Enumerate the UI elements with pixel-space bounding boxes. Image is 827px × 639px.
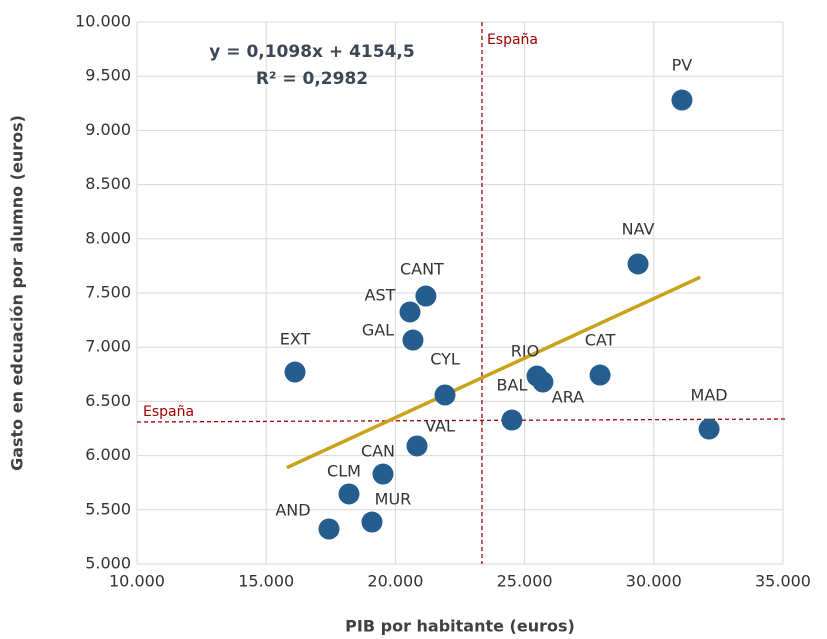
point: [284, 361, 306, 383]
y-tick-label: 10.000: [75, 12, 131, 31]
y-tick-label: 9.500: [85, 66, 131, 85]
point-label: GAL: [362, 321, 394, 340]
point: [415, 285, 437, 307]
point: [361, 511, 383, 533]
point-label: NAV: [622, 219, 655, 238]
point: [372, 463, 394, 485]
x-tick-label: 10.000: [109, 572, 165, 591]
y-tick-label: 8.500: [85, 174, 131, 193]
point-label: RIO: [511, 342, 539, 361]
point-label: VAL: [425, 416, 455, 435]
trendline: [286, 275, 702, 470]
point: [406, 435, 428, 457]
point-label: CLM: [327, 461, 361, 480]
point-label: ARA: [552, 387, 584, 406]
y-tick-label: 9.000: [85, 120, 131, 139]
trend-equation: y = 0,1098x + 4154,5: [209, 42, 414, 62]
point: [399, 301, 421, 323]
y-tick-label: 7.500: [85, 283, 131, 302]
reference-label: España: [487, 32, 538, 48]
point: [627, 253, 649, 275]
point: [501, 409, 523, 431]
point-label: MAD: [691, 386, 728, 405]
x-tick-label: 30.000: [626, 572, 682, 591]
y-tick-label: 6.500: [85, 391, 131, 410]
point-label: CAN: [361, 442, 395, 461]
reference-line: [136, 418, 789, 423]
x-tick-label: 25.000: [497, 572, 553, 591]
point-label: AST: [365, 285, 396, 304]
y-tick-label: 7.000: [85, 337, 131, 356]
x-tick-label: 35.000: [755, 572, 811, 591]
x-tick-label: 20.000: [367, 572, 423, 591]
point-label: EXT: [280, 330, 311, 349]
point: [318, 518, 340, 540]
point-label: CYL: [430, 350, 460, 369]
point-label: CAT: [585, 331, 616, 350]
point: [338, 483, 360, 505]
y-tick-label: 6.000: [85, 445, 131, 464]
point: [402, 329, 424, 351]
x-axis-title: PIB por habitante (euros): [345, 617, 575, 636]
y-axis-title: Gasto en edcuación por alumno (euros): [8, 115, 27, 471]
point-label: BAL: [497, 376, 528, 395]
point-label: PV: [672, 56, 693, 75]
point: [698, 418, 720, 440]
point-label: CANT: [400, 260, 444, 279]
y-tick-label: 5.500: [85, 499, 131, 518]
y-tick-label: 8.000: [85, 228, 131, 247]
point: [434, 384, 456, 406]
point-label: AND: [275, 500, 310, 519]
trend-r2: R² = 0,2982: [256, 69, 368, 89]
point: [532, 371, 554, 393]
point-label: MUR: [375, 490, 412, 509]
y-tick-label: 5.000: [85, 554, 131, 573]
x-tick-label: 15.000: [238, 572, 294, 591]
point: [671, 89, 693, 111]
point: [589, 364, 611, 386]
reference-label: España: [143, 404, 194, 420]
